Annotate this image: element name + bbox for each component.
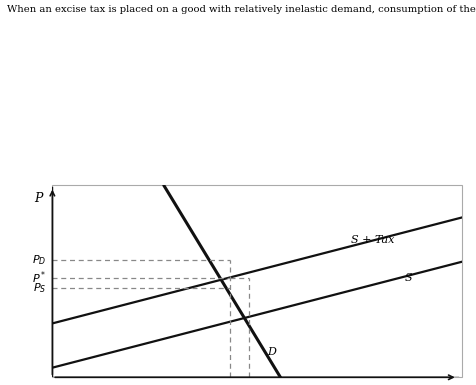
Text: S: S xyxy=(405,273,412,283)
Text: D: D xyxy=(268,347,276,357)
Text: $P_D$: $P_D$ xyxy=(32,253,46,267)
Text: S + Tax: S + Tax xyxy=(351,235,395,245)
Text: When an excise tax is placed on a good with relatively inelastic demand, consump: When an excise tax is placed on a good w… xyxy=(7,5,476,13)
Text: $P_S$: $P_S$ xyxy=(33,281,46,295)
Text: P: P xyxy=(34,192,42,206)
Text: $P^*$: $P^*$ xyxy=(31,270,46,286)
